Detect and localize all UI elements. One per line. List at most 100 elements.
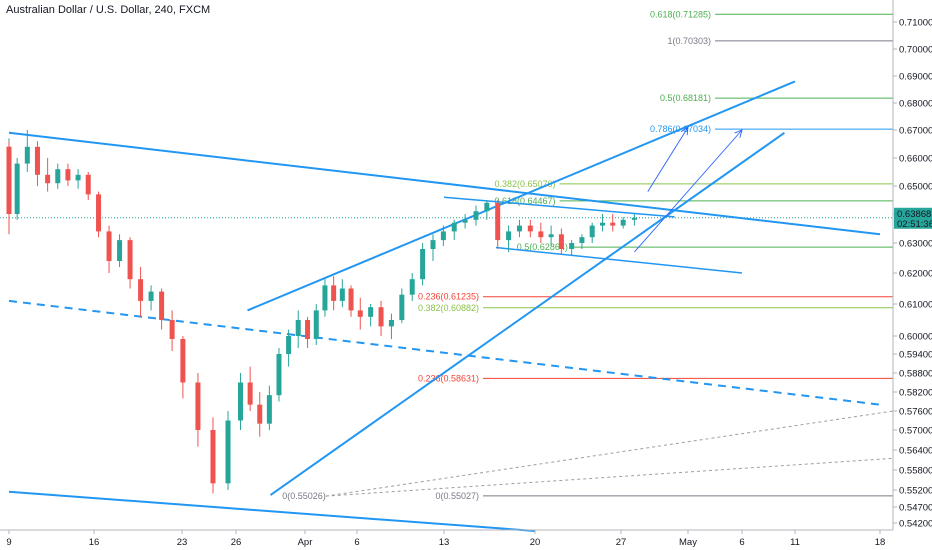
price-tick-label: 0.57600: [899, 407, 932, 418]
price-tick-label: 0.60000: [899, 332, 932, 343]
candle-body: [440, 231, 446, 241]
candle-body: [620, 219, 626, 226]
candle-body: [138, 279, 144, 301]
candle-body: [24, 146, 30, 164]
candle-body: [357, 310, 363, 317]
trendline-drawings[interactable]: [8, 80, 894, 532]
price-axis[interactable]: 0.71000 0.70000 0.69000 0.68000 0.67000 0.660…: [892, 0, 932, 530]
price-tick-label: 0.62000: [899, 269, 932, 280]
candle-body: [169, 320, 175, 339]
candle-body: [75, 174, 81, 181]
candle-body: [106, 231, 112, 261]
candle-body: [225, 420, 231, 484]
candle-body: [45, 174, 51, 184]
time-tick-label: 6: [354, 537, 359, 548]
price-tick-label: 0.54200: [899, 519, 932, 530]
candle-body: [6, 146, 12, 214]
candle-body: [96, 194, 102, 232]
price-tick-label: 0.70000: [899, 45, 932, 56]
time-tick-label: Apr: [298, 537, 313, 548]
candle-body: [148, 291, 154, 301]
candle-body: [579, 237, 585, 243]
candle-body: [14, 163, 20, 214]
time-tick-label: 11: [790, 537, 800, 548]
time-tick-label: 9: [6, 537, 11, 548]
time-tick-label: 26: [231, 537, 242, 548]
price-tick-label: 0.58800: [899, 369, 932, 380]
time-tick-label: 16: [89, 537, 100, 548]
fib-level-label: 0(0.55027): [435, 491, 479, 501]
dashed-median-line: [8, 299, 881, 406]
candle-body: [238, 382, 244, 421]
fib-secondary-label: 0(0.55026): [282, 491, 326, 501]
candle-body: [378, 307, 384, 327]
projection-arrowhead: [680, 126, 689, 136]
candlestick-series: [6, 130, 637, 494]
candle-body: [195, 382, 201, 430]
fib-level-label: 0.5(0.68181): [660, 93, 711, 103]
price-tick-label: 0.71000: [899, 18, 932, 29]
candle-body: [430, 240, 436, 249]
projection-line: [325, 410, 894, 497]
candle-body: [538, 231, 544, 238]
candle-body: [117, 240, 123, 261]
fib-level-label: 1(0.70303): [667, 36, 711, 46]
candle-body: [506, 231, 512, 241]
price-tick-label: 0.54700: [899, 503, 932, 514]
time-tick-label: 13: [439, 537, 450, 548]
candle-body: [569, 243, 575, 249]
fib-level-label: 0.382(0.60882): [418, 303, 479, 313]
projection-arrow: [647, 127, 689, 192]
fib-level-label: 0.5(0.62864): [517, 242, 568, 252]
price-tick-label: 0.66000: [899, 154, 932, 165]
candle-body: [266, 395, 272, 424]
fib-level-label: 0.618(0.71285): [650, 9, 711, 19]
last-price-value: 0.63868: [897, 209, 931, 220]
price-tick-label: 0.56400: [899, 446, 932, 457]
candle-body: [558, 234, 564, 249]
time-tick-label: 20: [530, 537, 541, 548]
candle-body: [65, 169, 71, 181]
flag-lower-line: [495, 246, 743, 274]
candle-body: [295, 320, 301, 336]
candle-body: [339, 288, 345, 301]
candle-body: [55, 169, 61, 184]
candle-body: [331, 285, 337, 301]
candle-body: [286, 336, 292, 354]
lower-descending-channel-line: [8, 490, 536, 532]
price-tick-label: 0.55800: [899, 466, 932, 477]
price-tick-label: 0.55200: [899, 486, 932, 497]
time-tick-label: May: [679, 537, 697, 548]
candle-body: [589, 225, 595, 238]
candle-body: [127, 240, 133, 280]
fibonacci-levels: 0.618(0.71285)1(0.70303)0.5(0.68181)0.78…: [0, 9, 893, 501]
candle-body: [610, 222, 616, 226]
candle-body: [247, 382, 253, 405]
last-price-badge-bg: [894, 207, 932, 229]
fib-level-label: 0.236(0.58631): [418, 373, 479, 383]
time-tick-label: 18: [875, 537, 886, 548]
candle-body: [85, 174, 91, 195]
flag-upper-line: [443, 196, 675, 218]
rising-wedge-upper-line: [247, 80, 796, 312]
candle-body: [409, 279, 415, 295]
candle-body: [276, 354, 282, 396]
price-tick-label: 0.58200: [899, 388, 932, 399]
fib-level-label: 0.236(0.61235): [418, 292, 479, 302]
price-tick-label: 0.63000: [899, 239, 932, 250]
candle-body: [484, 202, 490, 212]
time-axis[interactable]: 9 16 23 26 Apr 6 13 20 27 May 6 11 18: [0, 529, 893, 548]
candle-body: [257, 404, 263, 424]
candle-body: [34, 146, 40, 175]
price-tick-label: 0.61000: [899, 300, 932, 311]
candle-body: [527, 225, 533, 232]
price-tick-label: 0.65000: [899, 182, 932, 193]
price-tick-label: 0.67000: [899, 126, 932, 137]
fib-level-label: 0.618(0.64467): [495, 196, 556, 206]
candle-body: [368, 307, 374, 317]
price-tick-label: 0.69000: [899, 72, 932, 83]
candle-body: [516, 225, 522, 232]
candle-body: [599, 222, 605, 226]
candle-body: [399, 294, 405, 320]
